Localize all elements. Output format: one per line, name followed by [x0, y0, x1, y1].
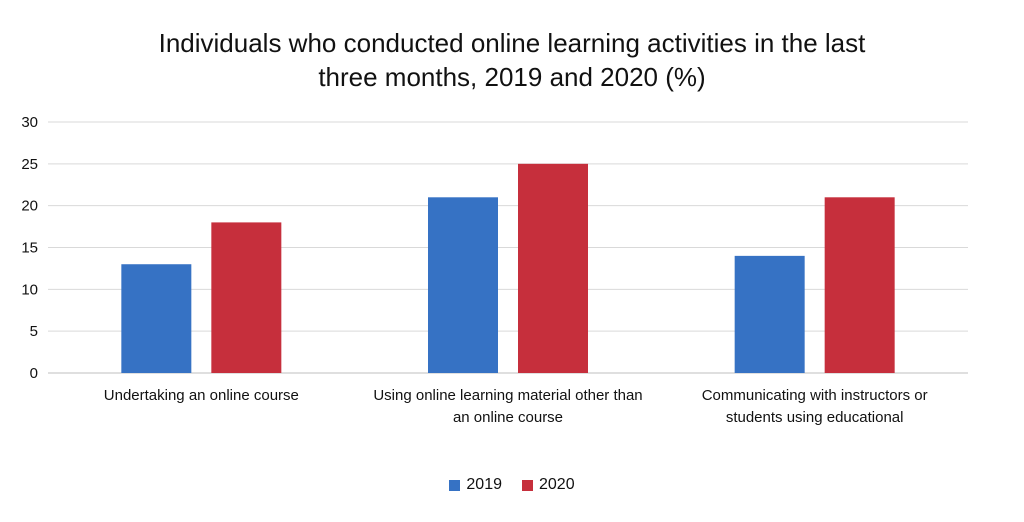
chart-title-line-1: Individuals who conducted online learnin…	[158, 28, 866, 58]
category-label-line: an online course	[452, 409, 564, 426]
legend-swatch	[522, 479, 533, 491]
legend-label: 2020	[539, 476, 575, 493]
category-label-line: students using educational	[725, 409, 904, 426]
legend-label: 2019	[466, 476, 502, 493]
y-tick-label: 25	[21, 156, 38, 173]
y-tick-label: 10	[21, 281, 38, 298]
category-label-line: Using online learning material other tha…	[373, 387, 643, 404]
bar-2019-2	[734, 255, 805, 373]
chart-title-line-2: three months, 2019 and 2020 (%)	[318, 62, 706, 92]
y-tick-label: 15	[21, 240, 38, 257]
bar-2019-0	[121, 264, 192, 373]
chart-plot: 0 5 10 15 20 25 30	[21, 114, 968, 382]
bar-2020-0	[211, 222, 282, 373]
category-label-line: Undertaking an online course	[103, 387, 299, 404]
y-tick-label: 20	[21, 198, 38, 215]
chart-title: Individuals who conducted online learnin…	[0, 26, 1024, 94]
legend-swatch	[449, 479, 461, 491]
y-tick-label: 5	[30, 323, 38, 340]
category-label: Undertaking an online course	[41, 385, 361, 407]
bar-2019-1	[428, 197, 498, 373]
y-tick-label: 0	[30, 365, 38, 382]
category-label: Communicating with instructors or student…	[655, 385, 975, 429]
chart-legend: 2019 2020	[0, 476, 1024, 494]
category-label-line: Communicating with instructors or	[701, 387, 928, 404]
legend-item-2020: 2020	[522, 476, 575, 494]
bar-2020-1	[518, 163, 588, 373]
legend-item-2019: 2019	[449, 476, 502, 494]
y-tick-label: 30	[21, 114, 38, 131]
bar-2020-2	[824, 197, 895, 373]
category-label: Using online learning material other tha…	[348, 385, 668, 429]
